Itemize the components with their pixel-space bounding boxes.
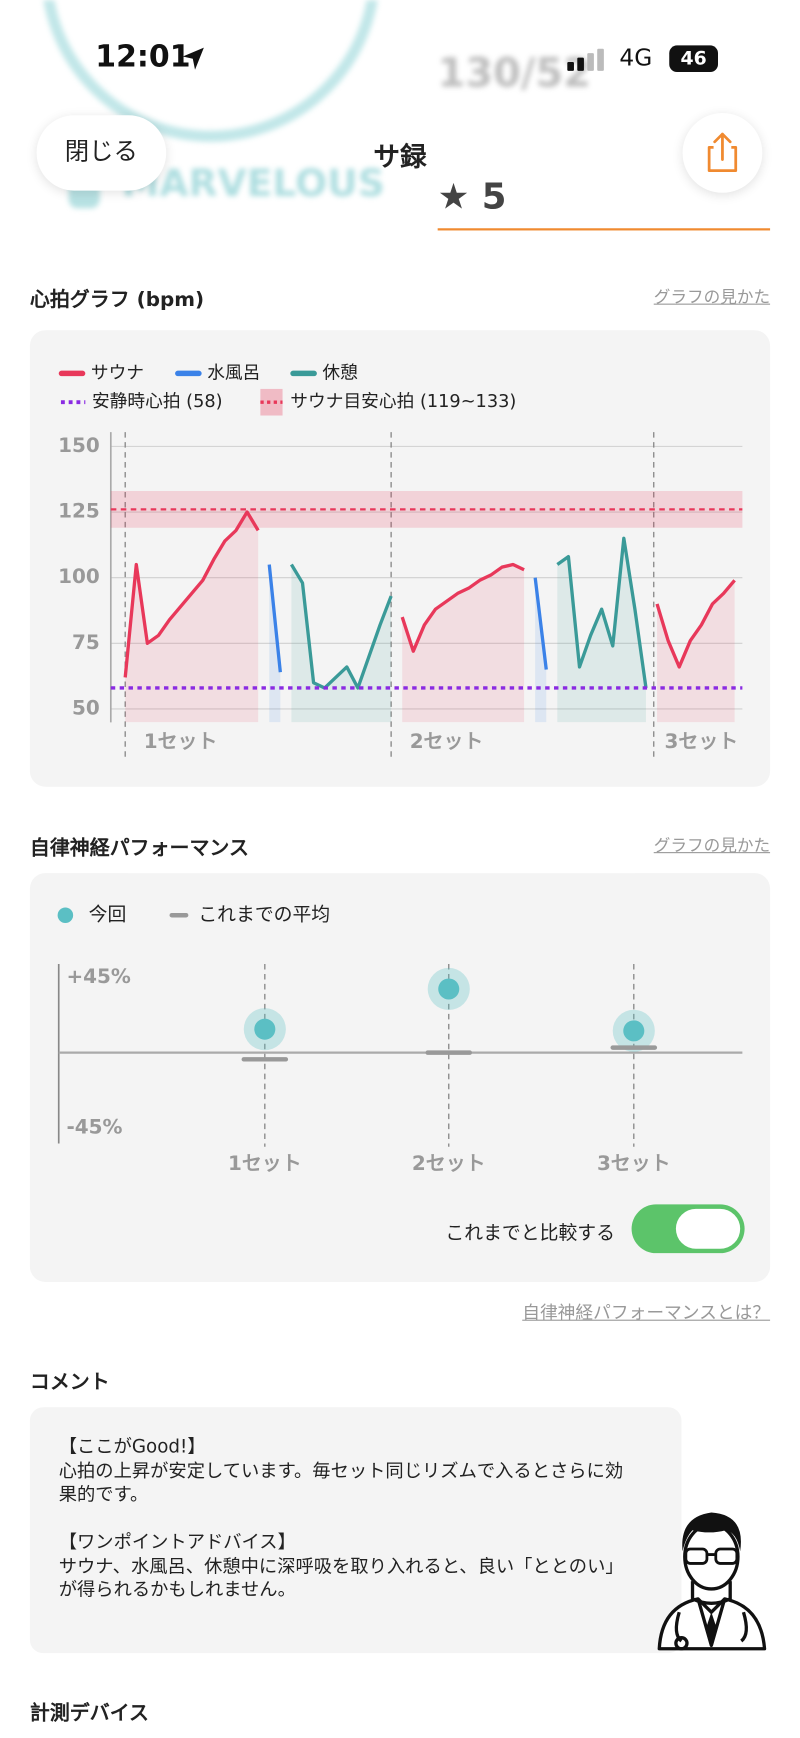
help-link[interactable]: グラフの見かた [653,286,771,307]
heart-card [29,330,771,787]
section-title: コメント [29,1370,110,1394]
section-title: 計測デバイス [29,1701,149,1726]
comment-body: サウナ、水風呂、休憩中に深呼吸を取り入れると、良い「ととのい」が得られるかもしれ… [58,1555,624,1600]
network: 4G [619,44,653,71]
comment-heading: 【ワンポイントアドバイス】 [58,1531,296,1553]
clock: 12:01 [95,39,191,75]
page-title: サ録 [373,141,427,173]
stars: 5 [481,175,507,218]
doctor-illustration [657,1512,767,1651]
share-icon [707,132,738,173]
toggle-label: これまでと比較する [445,1222,615,1245]
toggle-knob [675,1208,741,1249]
star-icon: ★ [437,175,482,218]
help-link[interactable]: グラフの見かた [653,835,771,856]
share-button[interactable] [682,113,763,193]
blurred-summary: 130/52 MARVELOUS [0,0,800,255]
comment-body: 心拍の上昇が安定しています。毎セット同じリズムで入るとさらに効果的です。 [58,1459,624,1505]
close-button[interactable]: 閉じる [36,115,167,191]
comment-heading: 【ここがGood!】 [58,1436,206,1458]
underline [437,228,771,231]
signal-icon [567,48,604,71]
blood-pressure: 130/52 [437,50,592,97]
section-title: 自律神経パフォーマンス [29,836,249,860]
comment-text: 【ここがGood!】 心拍の上昇が安定しています。毎セット同じリズムで入るとさら… [59,1435,635,1602]
compare-toggle[interactable] [631,1204,745,1254]
battery: 46 [669,45,719,73]
star-rating: ★ 5 [438,175,507,217]
location-icon [182,47,204,70]
rating: MARVELOUS [121,161,385,207]
about-link[interactable]: 自律神経パフォーマンスとは？ [522,1301,771,1323]
section-title: 心拍グラフ (bpm) [29,288,205,312]
comment-box [29,1407,682,1654]
